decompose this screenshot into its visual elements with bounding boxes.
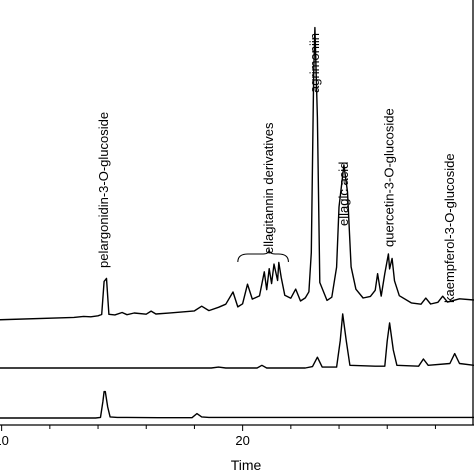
chromatogram-trace-1 — [0, 26, 474, 321]
chromatogram-traces — [0, 26, 474, 419]
x-tick-label: 20 — [235, 433, 249, 448]
chromatogram-trace-2 — [0, 313, 474, 369]
x-axis-ticks: 10 20 — [0, 425, 436, 448]
time-axis: 10 20 — [0, 0, 474, 448]
x-tick-label: 10 — [0, 433, 9, 448]
peak-label: pelargonidin-3-O-glucoside — [96, 112, 111, 268]
chromatogram-trace-3 — [0, 390, 474, 419]
peak-label: kaempferol-3-O-glucoside — [442, 153, 457, 303]
x-axis-title: Time — [231, 457, 262, 473]
peak-annotations: pelargonidin-3-O-glucoside ellagitannin d… — [96, 33, 457, 303]
peak-label: ellagic acid — [336, 162, 351, 226]
peak-label: quercetin-3-O-glucoside — [382, 108, 397, 247]
peak-label: agrimoniin — [307, 33, 322, 93]
peak-label: ellagitannin derivatives — [261, 122, 276, 254]
ellagitannin-bracket — [237, 248, 289, 263]
